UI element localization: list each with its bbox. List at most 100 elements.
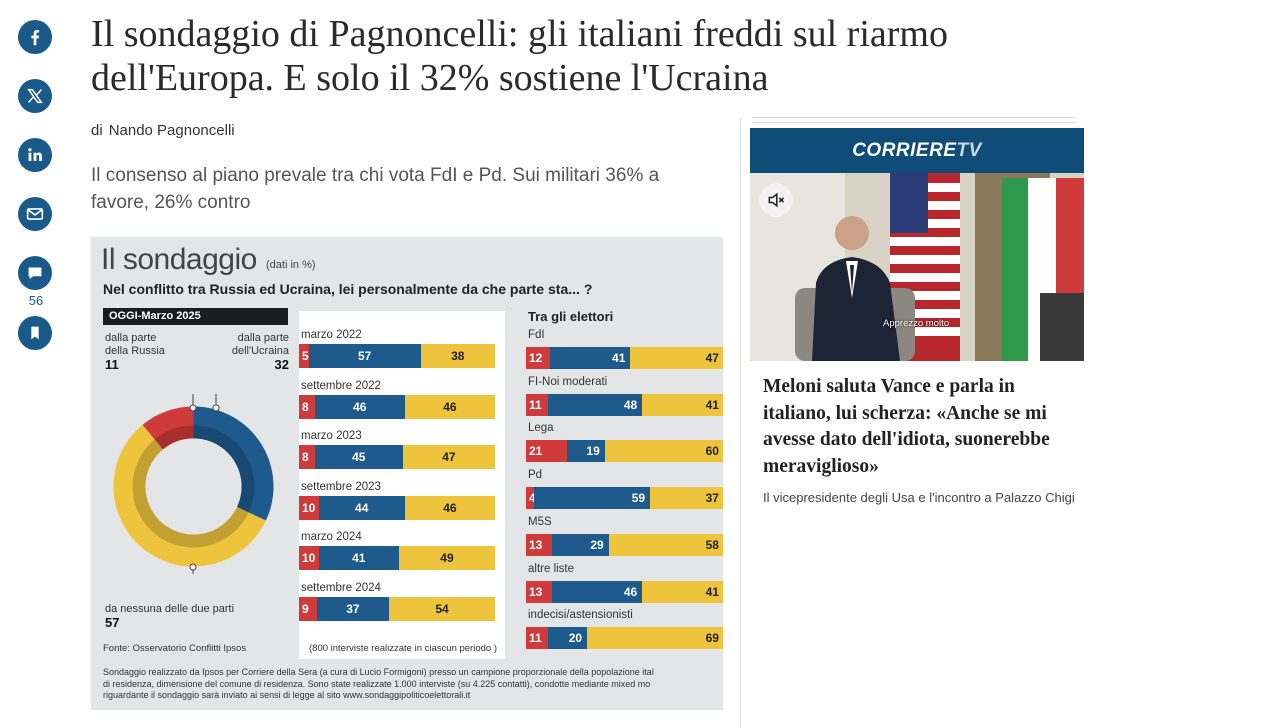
related-video-subtitle: Il vicepresidente degli Usa e l'incontro… <box>763 490 1075 505</box>
linkedin-share-button[interactable] <box>18 138 52 172</box>
mute-button[interactable] <box>759 183 793 217</box>
voter-group-label: Pd <box>528 469 543 482</box>
voter-bar-3-seg-1: 21 <box>526 440 568 463</box>
byline: di Nando Pagnoncelli <box>91 122 235 139</box>
comments-button[interactable] <box>18 256 52 290</box>
infographic-unit: (dati in %) <box>266 259 316 271</box>
donut-slice-1 <box>142 406 194 450</box>
russia-label-line-1: dalla parte <box>105 332 157 344</box>
related-video-title[interactable]: Meloni saluta Vance e parla in italiano,… <box>763 376 1050 477</box>
trend-bar-6-seg-2: 37 <box>316 596 390 621</box>
leader-dot-2 <box>212 404 220 412</box>
share-rail: 56 <box>18 20 54 375</box>
ukraine-label-line-1: dalla parte <box>237 332 289 344</box>
donut-chart <box>113 394 274 574</box>
voter-bar-2-seg-1: 11 <box>526 393 548 416</box>
infographic-title: Il sondaggio <box>101 243 257 276</box>
corriere-tv-player[interactable]: CORRIERETV Apprezzo <box>750 128 1084 361</box>
donut-inner-shade-1 <box>154 425 194 450</box>
trend-bar-1-seg-1: 5 <box>299 344 309 368</box>
trend-panel: marzo 2022 5 57 38 settembre 2022 8 46 46 marzo … <box>299 311 505 659</box>
trend-bar-1-seg-3: 38 <box>420 344 495 368</box>
facebook-icon <box>31 29 40 46</box>
neither-value: 57 <box>105 615 120 630</box>
trend-bar-4-seg-1: 10 <box>299 495 319 520</box>
trend-bar-2-seg-2: 46 <box>314 394 405 419</box>
article-summary: Il consenso al piano prevale tra chi vot… <box>91 165 660 213</box>
bookmark-button[interactable] <box>18 316 52 350</box>
author-name[interactable]: Nando Pagnoncelli <box>108 122 235 139</box>
comment-bubble-icon <box>28 267 42 279</box>
email-share-button[interactable] <box>18 197 52 231</box>
voter-bar-2-seg-2: 48 <box>547 393 643 416</box>
voter-bar-6-seg-3: 41 <box>642 580 723 603</box>
voter-bar-5-seg-1: 13 <box>526 533 552 556</box>
voters-title: Tra gli elettori <box>528 309 614 324</box>
trend-period-label: settembre 2023 <box>301 480 381 493</box>
x-icon <box>27 88 43 104</box>
bookmark-icon <box>31 326 39 340</box>
envelope-icon <box>26 208 44 220</box>
trend-bar-5-seg-1: 10 <box>299 546 319 570</box>
voter-bar-7: 11 20 69 <box>526 627 723 650</box>
voter-bar-1-seg-1: 12 <box>526 347 550 369</box>
voter-bar-7-seg-1: 11 <box>526 627 548 650</box>
corriere-tv-logo: CORRIERETV <box>750 128 1084 173</box>
russia-label: dalla parte della Russia 11 <box>105 332 165 373</box>
facebook-share-button[interactable] <box>18 20 52 54</box>
headline-line-1: Il sondaggio di Pagnoncelli: gli italian… <box>91 13 948 55</box>
trend-period-label: settembre 2024 <box>301 581 381 594</box>
video-frame[interactable] <box>750 173 1084 361</box>
trend-period-label: marzo 2023 <box>301 430 362 442</box>
comment-count: 56 <box>28 293 44 308</box>
sample-note: (800 interviste realizzate in ciascun pe… <box>309 643 497 654</box>
source-note: Fonte: Osservatorio Conflitti Ipsos <box>103 643 247 654</box>
methodology-note: Sondaggio realizzato da Ipsos per Corrie… <box>103 667 723 702</box>
trend-period-label: marzo 2022 <box>301 329 362 341</box>
voter-bar-4-seg-2: 59 <box>533 487 651 510</box>
trend-bar-4-seg-2: 44 <box>318 495 405 520</box>
trend-bar-3: 8 45 47 <box>299 445 495 469</box>
donut-slice-2 <box>193 406 274 521</box>
voter-group-label: FdI <box>528 329 545 341</box>
voter-bar-7-seg-2: 20 <box>547 627 588 650</box>
voter-bar-5-seg-2: 29 <box>551 533 609 556</box>
voter-bar-5-seg-3: 58 <box>608 533 723 556</box>
trend-bar-6-seg-1: 9 <box>299 596 317 621</box>
byline-prefix: di <box>91 122 103 139</box>
linkedin-icon <box>28 148 42 161</box>
voter-bar-4-seg-1: 4 <box>526 487 536 510</box>
trend-bar-2-seg-1: 8 <box>299 394 315 419</box>
trend-bar-6: 9 37 54 <box>299 596 495 621</box>
headline-line-2: dell'Europa. E solo il 32% sostiene l'Uc… <box>91 57 769 99</box>
ukraine-label: dalla parte dell'Ucraina 32 <box>227 332 289 373</box>
russia-label-line-2: della Russia <box>105 345 165 357</box>
trend-bar-5-seg-2: 41 <box>318 546 399 570</box>
voter-bar-4-seg-3: 37 <box>650 487 723 510</box>
leader-dot-1 <box>189 404 197 412</box>
voter-group-label: indecisi/astensionisti <box>528 609 633 622</box>
logo-main: CORRIERE <box>852 140 957 161</box>
ukraine-value: 32 <box>274 357 289 372</box>
x-share-button[interactable] <box>18 79 52 113</box>
voter-bar-6: 13 46 41 <box>526 580 723 603</box>
voter-bar-1: 12 41 47 <box>526 347 723 369</box>
voter-bar-4: 4 59 37 <box>526 487 723 510</box>
voter-bar-2: 11 48 41 <box>526 393 723 416</box>
trend-period-label: marzo 2024 <box>301 531 362 543</box>
survey-question: Nel conflitto tra Russia ed Ucraina, lei… <box>103 281 593 297</box>
sidebar-top-rule <box>752 117 1076 123</box>
survey-infographic: Il sondaggio (dati in %) Nel conflitto t… <box>91 237 723 710</box>
trend-bar-1: 5 57 38 <box>299 344 495 368</box>
methodology-line-3: riguardante il sondaggio sarà inviato ai… <box>103 690 471 700</box>
voter-bar-6-seg-2: 46 <box>551 580 643 603</box>
trend-bar-2-seg-3: 46 <box>404 394 495 419</box>
methodology-line-2: di residenza, dimensione del comune di r… <box>103 678 651 689</box>
trend-bar-2: 8 46 46 <box>299 394 495 419</box>
neither-label: da nessuna delle due parti 57 <box>105 603 234 631</box>
donut-inner-shade-2 <box>193 425 255 513</box>
voter-group-label: M5S <box>528 515 552 528</box>
donut-slice-3 <box>113 424 266 567</box>
video-caption: Apprezzo molto <box>883 318 950 329</box>
voter-bar-3-seg-2: 19 <box>567 440 605 463</box>
